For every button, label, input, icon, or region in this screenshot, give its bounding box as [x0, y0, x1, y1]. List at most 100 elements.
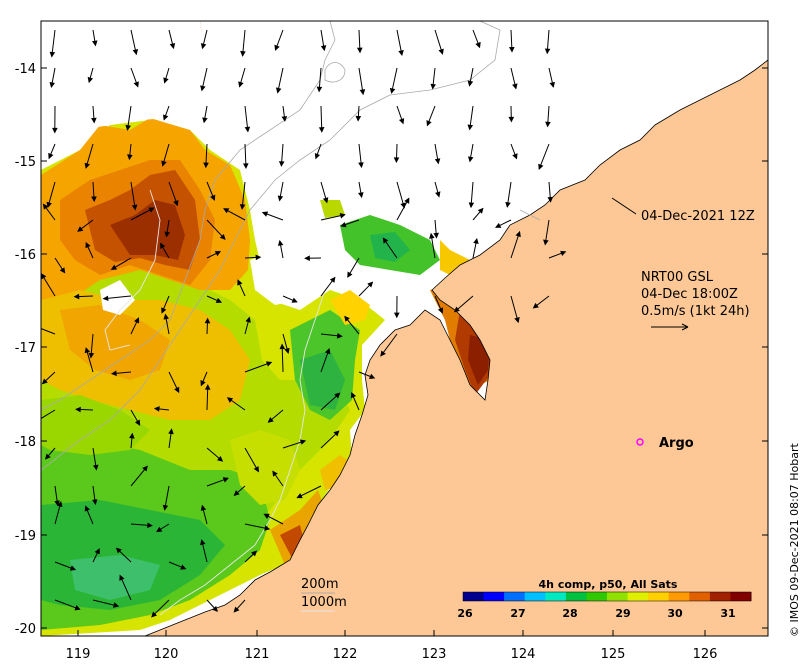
current-vector-head [369, 373, 376, 379]
current-vector-head [163, 313, 169, 320]
current-vector-head [560, 250, 567, 257]
current-vector-head [119, 574, 125, 581]
current-vector-head [88, 352, 95, 359]
current-vector-head [84, 162, 91, 169]
current-vector-head [216, 455, 224, 462]
current-vector-head [156, 526, 163, 533]
current-vector-head [334, 392, 341, 399]
current-vector-head [547, 196, 554, 203]
current-vector-head [204, 384, 211, 390]
x-tick-label: 120 [154, 647, 179, 662]
current-vector-head [344, 315, 350, 322]
imos-credit: © IMOS 09-Dec-2021 08:07 Hobart [788, 442, 801, 637]
current-vector-head [215, 297, 223, 303]
current-vector-head [438, 48, 444, 55]
current-vector-head [508, 46, 515, 53]
current-vector-head [322, 197, 329, 204]
current-vector-head [545, 121, 551, 128]
current-vector-head [429, 232, 435, 239]
current-vector-head [514, 316, 520, 324]
current-vector-head [314, 153, 321, 160]
current-vector-head [350, 391, 357, 399]
current-vector-head [84, 505, 90, 512]
current-vector-head [339, 213, 346, 219]
current-vector-head [226, 397, 234, 403]
current-vector-head [543, 239, 549, 246]
current-vector-head [274, 44, 280, 51]
x-tick-label: 119 [66, 647, 91, 662]
colorbar-tick-label: 29 [615, 607, 630, 620]
current-vector-head [324, 348, 331, 355]
y-tick-label: -17 [15, 341, 36, 356]
argo-float-marker[interactable] [636, 438, 644, 446]
current-vector-head [278, 161, 285, 167]
current-vector-head [127, 154, 133, 161]
y-tick-label: -20 [15, 622, 36, 637]
current-vector-head [180, 564, 187, 570]
x-axis: 119 120 121 122 123 124 125 126 [66, 630, 718, 662]
current-vector-head [162, 504, 169, 511]
current-vector-head [389, 87, 396, 94]
current-vector-head [59, 267, 66, 274]
current-vector-head [41, 273, 47, 280]
current-vector-head [148, 207, 155, 213]
current-vector-head [163, 114, 169, 121]
current-vector-head [163, 77, 169, 84]
current-vector-head [467, 124, 474, 131]
current-vectors [41, 29, 567, 618]
current-vector-head [333, 430, 340, 437]
current-vector-head [91, 117, 97, 124]
current-model-label: NRT00 GSL [641, 270, 714, 285]
current-vector-head [251, 550, 258, 557]
current-vector-head [142, 465, 148, 472]
colorbar-tick-label: 28 [562, 607, 577, 620]
current-vector-head [255, 254, 262, 261]
contour-1000m-label: 1000m [301, 595, 347, 610]
current-vector-head [84, 347, 91, 354]
colorbar-swatch [524, 592, 546, 601]
current-vector-head [151, 611, 158, 618]
current-vector-head [134, 419, 141, 426]
current-vector-head [316, 86, 323, 93]
contour-200m-label: 200m [301, 577, 338, 592]
current-vector-head [275, 87, 282, 94]
current-vector-head [147, 522, 153, 529]
current-vector-head [544, 48, 551, 55]
current-vector-head [468, 202, 475, 209]
current-scale-label: 0.5m/s (1kt 24h) [641, 304, 750, 319]
current-vector-head [200, 504, 207, 511]
current-vector-head [264, 525, 271, 531]
coastline-pointer [611, 197, 637, 215]
current-vector-head [355, 115, 362, 122]
current-vector [281, 344, 284, 373]
colorbar-tick-label: 31 [720, 607, 735, 620]
x-tick-label: 126 [693, 647, 718, 662]
current-vector-head [200, 85, 206, 92]
current-vector-head [380, 350, 386, 357]
current-vector-head [233, 490, 240, 497]
current-vector-head [200, 43, 207, 50]
bathymetry-contours [41, 21, 541, 471]
colorbar-tick-label: 30 [667, 607, 683, 620]
colorbar-tick-label: 27 [510, 607, 525, 620]
current-vector-head [291, 297, 298, 303]
current-vector-head [69, 565, 77, 571]
current-vector-head [393, 312, 400, 319]
current-vector-head [277, 239, 284, 246]
current-vector-head [238, 81, 244, 88]
current-vector-head [512, 153, 518, 160]
current-vector-head [233, 606, 240, 613]
current-vector-head [320, 45, 327, 52]
current-vector [510, 231, 521, 259]
current-vector-head [296, 493, 303, 499]
current-vector-head [160, 242, 166, 249]
current-vector-head [210, 194, 216, 201]
current-vector-head [134, 317, 140, 324]
colorbar-swatch [545, 592, 567, 601]
current-vector-head [87, 76, 94, 84]
current-vector-head [393, 157, 400, 164]
sst-field [41, 21, 670, 636]
current-vector-head [92, 40, 98, 47]
colorbar-swatch [648, 592, 670, 601]
